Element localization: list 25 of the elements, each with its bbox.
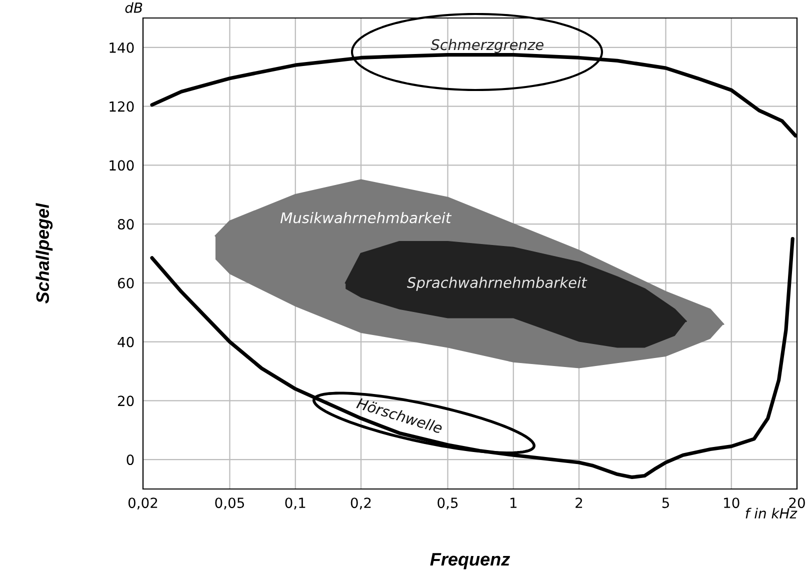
y-axis-title: Schallpegel xyxy=(36,203,53,304)
x-tick-label: 0,5 xyxy=(438,498,458,510)
y-tick-label: 0 xyxy=(126,454,134,466)
x-tick-label: 0,1 xyxy=(285,498,306,510)
series-label: Sprachwahrnehmbarkeit xyxy=(407,276,588,291)
x-tick-label: 10 xyxy=(724,498,740,508)
y-tick-label: 60 xyxy=(118,278,134,288)
y-tick-label: 140 xyxy=(110,42,134,53)
x-tick-label: 5 xyxy=(662,498,669,508)
y-tick-label: 120 xyxy=(110,101,134,112)
y-tick-label: 20 xyxy=(118,396,134,406)
x-tick-label: 2 xyxy=(576,498,582,508)
x-tick-label: 0,05 xyxy=(215,498,244,510)
text: dB xyxy=(125,2,142,13)
y-tick-label: 80 xyxy=(118,219,134,230)
x-axis-title: Frequenz xyxy=(430,553,510,570)
y-tick-label: 40 xyxy=(118,336,134,348)
series-label: Schmerzgrenze xyxy=(430,38,544,54)
x-tick-label: 1 xyxy=(510,498,517,508)
y-tick-label: 100 xyxy=(110,160,134,171)
text: f in kHz xyxy=(746,508,798,518)
x-tick-label: 20 xyxy=(789,498,805,508)
x-tick-label: 0,02 xyxy=(128,498,158,510)
x-tick-label: 0,2 xyxy=(350,498,371,510)
series-label: Musikwahrnehmbarkeit xyxy=(280,212,452,224)
